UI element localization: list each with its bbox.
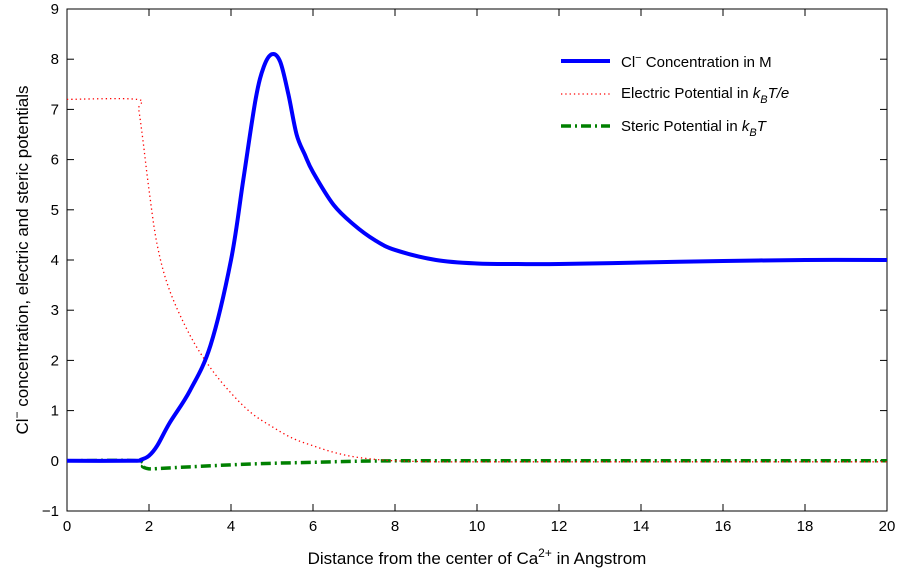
y-tick-label: 3 xyxy=(51,302,59,319)
legend: Cl− Concentration in M Electric Potentia… xyxy=(561,52,789,139)
x-tick-label: 14 xyxy=(633,518,650,535)
legend-label-electric: Electric Potential in kBT/e xyxy=(621,85,789,106)
legend-item-concentration: Cl− Concentration in M xyxy=(561,52,772,71)
y-tick-label: 4 xyxy=(51,252,59,269)
x-tick-label: 8 xyxy=(391,518,399,535)
x-tick-label: 12 xyxy=(551,518,568,535)
x-tick-label: 10 xyxy=(469,518,486,535)
y-tick-label: 0 xyxy=(51,453,59,470)
legend-item-steric: Steric Potential in kBT xyxy=(561,118,768,139)
legend-label-steric: Steric Potential in kBT xyxy=(621,118,768,139)
y-tick-label: 8 xyxy=(51,51,59,68)
x-tick-label: 18 xyxy=(797,518,814,535)
x-tick-label: 20 xyxy=(879,518,896,535)
series-steric-potential-line xyxy=(66,458,887,471)
x-tick-label: 16 xyxy=(715,518,732,535)
x-tick-label: 6 xyxy=(309,518,317,535)
series-lines xyxy=(66,51,888,471)
y-tick-label: 5 xyxy=(51,202,59,219)
x-tick-label: 0 xyxy=(63,518,71,535)
y-tick-label: −1 xyxy=(42,503,59,520)
y-tick-label: 6 xyxy=(51,152,59,169)
x-axis-label: Distance from the center of Ca2+ in Angs… xyxy=(308,546,647,568)
y-axis-label: Cl− concentration, electric and steric p… xyxy=(10,85,32,434)
y-tick-label: 9 xyxy=(51,1,59,18)
legend-label-concentration: Cl− Concentration in M xyxy=(621,52,772,71)
legend-item-electric: Electric Potential in kBT/e xyxy=(561,85,789,106)
y-tick-label: 7 xyxy=(51,101,59,118)
series-concentration-line xyxy=(66,51,888,463)
x-tick-label: 4 xyxy=(227,518,235,535)
x-tick-label: 2 xyxy=(145,518,153,535)
y-tick-label: 1 xyxy=(51,403,59,420)
y-tick-label: 2 xyxy=(51,352,59,369)
